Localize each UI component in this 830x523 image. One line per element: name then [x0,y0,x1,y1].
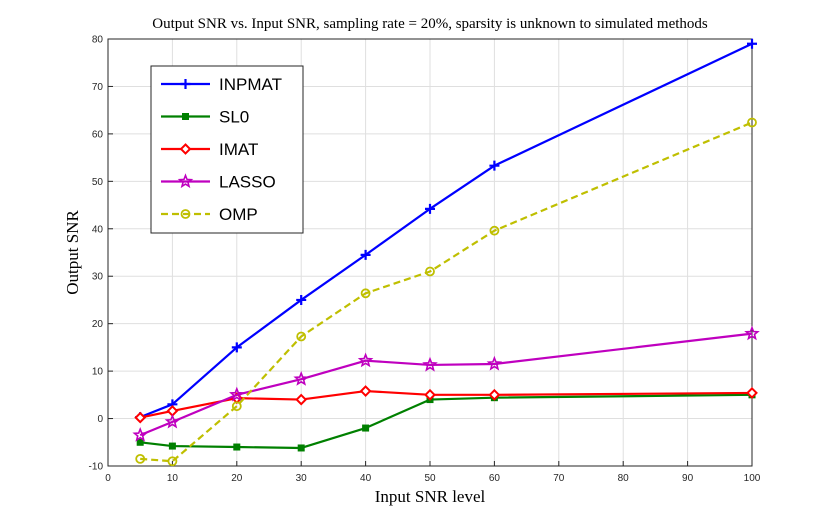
x-tick-label: 100 [744,473,761,484]
legend-label-omp: OMP [219,205,258,224]
data-point-lasso [293,370,309,386]
data-point-omp [489,225,500,236]
legend-marker-sl0 [182,113,189,120]
x-tick-label: 50 [424,473,436,484]
y-tick-label: 70 [92,82,104,93]
data-point-imat [359,385,372,397]
data-point-lasso [164,413,181,429]
series-imat [134,385,758,424]
data-point-omp [231,401,242,412]
y-axis-label: Output SNR [63,210,82,295]
series-inpmat [135,38,757,423]
series-line-omp [140,121,753,463]
legend-marker-inpmat [180,79,191,89]
legend-entry-sl0: SL0 [161,108,249,127]
data-point-imat [746,387,758,399]
series-lasso [132,325,760,442]
data-point-omp [747,117,757,128]
data-point-sl0 [168,442,176,450]
legend-label-sl0: SL0 [219,108,249,127]
y-tick-label: -10 [89,462,104,473]
legend-entry-inpmat: INPMAT [161,75,282,94]
data-point-inpmat [489,160,500,171]
data-point-omp [360,288,371,299]
data-point-inpmat [425,203,435,214]
data-point-inpmat [296,294,307,305]
x-tick-label: 20 [231,473,243,484]
y-tick-label: 50 [92,177,104,188]
series-omp [135,117,757,467]
chart-title: Output SNR vs. Input SNR, sampling rate … [152,16,708,32]
legend-marker-lasso [177,173,194,189]
data-point-imat [295,393,308,406]
y-tick-label: 0 [97,414,103,425]
legend-label-lasso: LASSO [219,173,276,192]
x-tick-label: 80 [618,473,630,484]
x-tick-label: 0 [105,473,111,484]
legend-marker-omp [180,209,191,219]
data-point-sl0 [297,444,305,452]
legend-entry-omp: OMP [161,205,258,224]
data-point-sl0 [136,438,144,446]
x-tick-label: 70 [553,473,565,484]
y-tick-label: 10 [92,367,104,378]
series-line-inpmat [139,42,753,419]
series-line-lasso [139,332,753,437]
data-point-omp [425,266,435,277]
x-axis-label: Input SNR level [375,487,486,506]
data-point-lasso [132,426,149,442]
data-point-omp [167,456,178,467]
data-point-inpmat [360,249,371,260]
x-tick-label: 60 [489,473,501,484]
y-tick-label: 80 [92,35,104,46]
x-tick-label: 10 [167,473,179,484]
data-point-imat [488,388,501,401]
data-point-omp [296,331,307,342]
x-tick-label: 40 [360,473,372,484]
data-point-lasso [744,325,760,341]
y-tick-label: 30 [92,272,104,283]
data-point-sl0 [362,424,370,432]
data-point-imat [134,411,147,424]
y-tick-label: 40 [92,224,104,235]
legend-entry-lasso: LASSO [161,173,276,192]
series-lines [132,38,760,467]
data-point-imat [424,388,436,401]
data-point-inpmat [747,38,757,49]
data-point-lasso [486,355,503,371]
data-point-lasso [229,386,245,402]
y-tick-label: 20 [92,319,104,330]
data-point-lasso [422,356,438,372]
data-point-omp [135,453,146,464]
series-line-imat [139,389,753,419]
legend-marker-imat [179,143,192,155]
x-tick-label: 30 [296,473,308,484]
data-point-sl0 [233,443,241,451]
series-line-sl0 [140,393,753,450]
data-point-inpmat [231,342,242,353]
data-point-lasso [357,352,374,368]
legend-label-imat: IMAT [219,140,258,159]
legend-entry-imat: IMAT [161,140,258,159]
y-tick-label: 60 [92,129,104,140]
legend-label-inpmat: INPMAT [219,75,282,94]
x-tick-label: 90 [682,473,694,484]
plot-area-border [107,38,753,467]
series-sl0 [136,391,756,452]
tick-labels: 0 10 20 30 40 50 60 70 80 90 100-10010203040506070… [89,35,761,485]
legend: INPMAT SL0 IMAT LASSO OMP [150,65,304,234]
